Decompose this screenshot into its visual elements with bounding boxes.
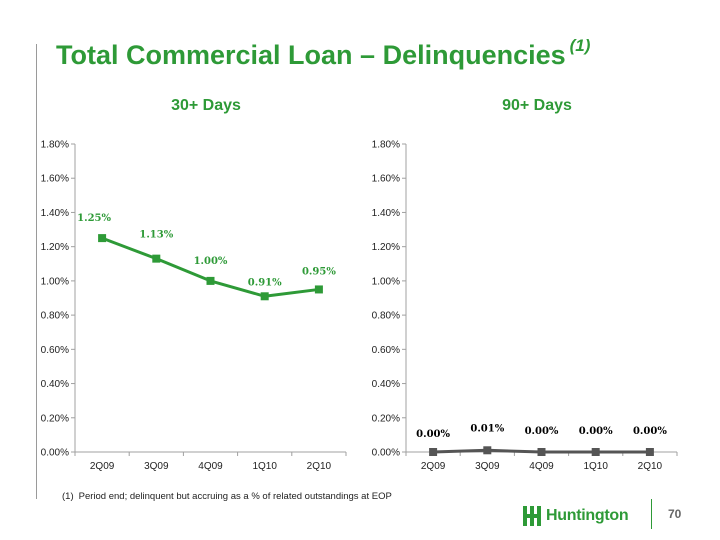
chart-30-y-tick-label: 0.00% <box>41 448 69 459</box>
chart-30-point <box>206 276 215 285</box>
chart-30-x-tick-label: 2Q10 <box>307 461 332 472</box>
chart-90-data-label: 0.00% <box>579 426 613 437</box>
chart-90-point <box>645 448 654 456</box>
footnote-marker: (1) <box>62 491 74 502</box>
chart-30-point <box>152 254 161 263</box>
chart-30-point <box>260 292 269 301</box>
chart-90-y-tick-label: 0.20% <box>372 413 400 424</box>
chart-30-point <box>314 285 323 294</box>
chart-90-y-tick-label: 0.00% <box>372 448 400 459</box>
left-rule <box>36 44 37 499</box>
chart-30-data-label: 1.13% <box>139 230 173 241</box>
chart-90-point <box>483 446 492 455</box>
chart-30-x-tick-label: 2Q09 <box>90 461 115 472</box>
slide-title-text: Total Commercial Loan – Delinquencies <box>56 40 566 70</box>
chart-90-y-tick-label: 0.80% <box>372 311 400 322</box>
chart-90-y-tick-label: 1.20% <box>372 242 400 253</box>
chart-30-data-label: 0.91% <box>248 277 282 288</box>
logo-text: Huntington <box>546 507 629 524</box>
chart-30-y-tick-label: 0.60% <box>41 345 69 356</box>
chart-90-data-label: 0.00% <box>525 426 559 437</box>
title-footnote-marker: (1) <box>569 36 591 55</box>
chart-title-90-days: 90+ Days <box>502 97 572 114</box>
chart-30-x-tick-label: 3Q09 <box>144 461 169 472</box>
chart-90-data-label: 0.00% <box>633 426 667 437</box>
chart-90-point <box>537 448 546 456</box>
chart-90-y-tick-label: 0.40% <box>372 379 400 390</box>
footnote-text: Period end; delinquent but accruing as a… <box>78 491 392 502</box>
chart-30-x-tick-label: 1Q10 <box>252 461 277 472</box>
chart-90-point <box>429 448 438 456</box>
chart-90-y-tick-label: 1.00% <box>372 276 400 287</box>
chart-30-data-label: 0.95% <box>302 266 336 277</box>
chart-90-x-tick-label: 3Q09 <box>475 461 500 472</box>
chart-30-x-tick-label: 4Q09 <box>198 461 223 472</box>
chart-90-y-tick-label: 1.80% <box>372 140 400 151</box>
huntington-logo-icon <box>523 506 541 526</box>
footnote: (1) Period end; delinquent but accruing a… <box>62 491 392 502</box>
chart-30-data-label: 1.00% <box>194 256 228 267</box>
chart-90-x-tick-label: 1Q10 <box>583 461 608 472</box>
slide-title: Total Commercial Loan – Delinquencies (1) <box>56 36 590 71</box>
chart-30-data-label: 1.25% <box>77 213 111 224</box>
logo-divider <box>651 499 652 529</box>
chart-30-y-tick-label: 0.20% <box>41 413 69 424</box>
chart-90-x-tick-label: 2Q10 <box>638 461 663 472</box>
chart-90-x-tick-label: 2Q09 <box>421 461 446 472</box>
page-number: 70 <box>668 507 682 521</box>
chart-30-y-tick-label: 0.40% <box>41 379 69 390</box>
chart-90-point <box>591 448 600 456</box>
chart-title-30-days: 30+ Days <box>171 97 241 114</box>
chart-90-x-tick-label: 4Q09 <box>529 461 554 472</box>
chart-90-y-tick-label: 1.60% <box>372 174 400 185</box>
chart-30-y-tick-label: 1.40% <box>41 208 69 219</box>
chart-90-y-tick-label: 1.40% <box>372 208 400 219</box>
chart-90-data-label: 0.00% <box>416 429 450 440</box>
chart-90-y-tick-label: 0.60% <box>372 345 400 356</box>
chart-30-y-tick-label: 1.00% <box>41 276 69 287</box>
chart-30-point <box>98 234 107 243</box>
chart-30-y-tick-label: 1.20% <box>41 242 69 253</box>
huntington-logo: Huntington <box>522 503 629 529</box>
chart-90-data-label: 0.01% <box>470 423 504 434</box>
chart-30-y-tick-label: 0.80% <box>41 311 69 322</box>
chart-30-y-tick-label: 1.80% <box>41 140 69 151</box>
chart-30-y-tick-label: 1.60% <box>41 174 69 185</box>
